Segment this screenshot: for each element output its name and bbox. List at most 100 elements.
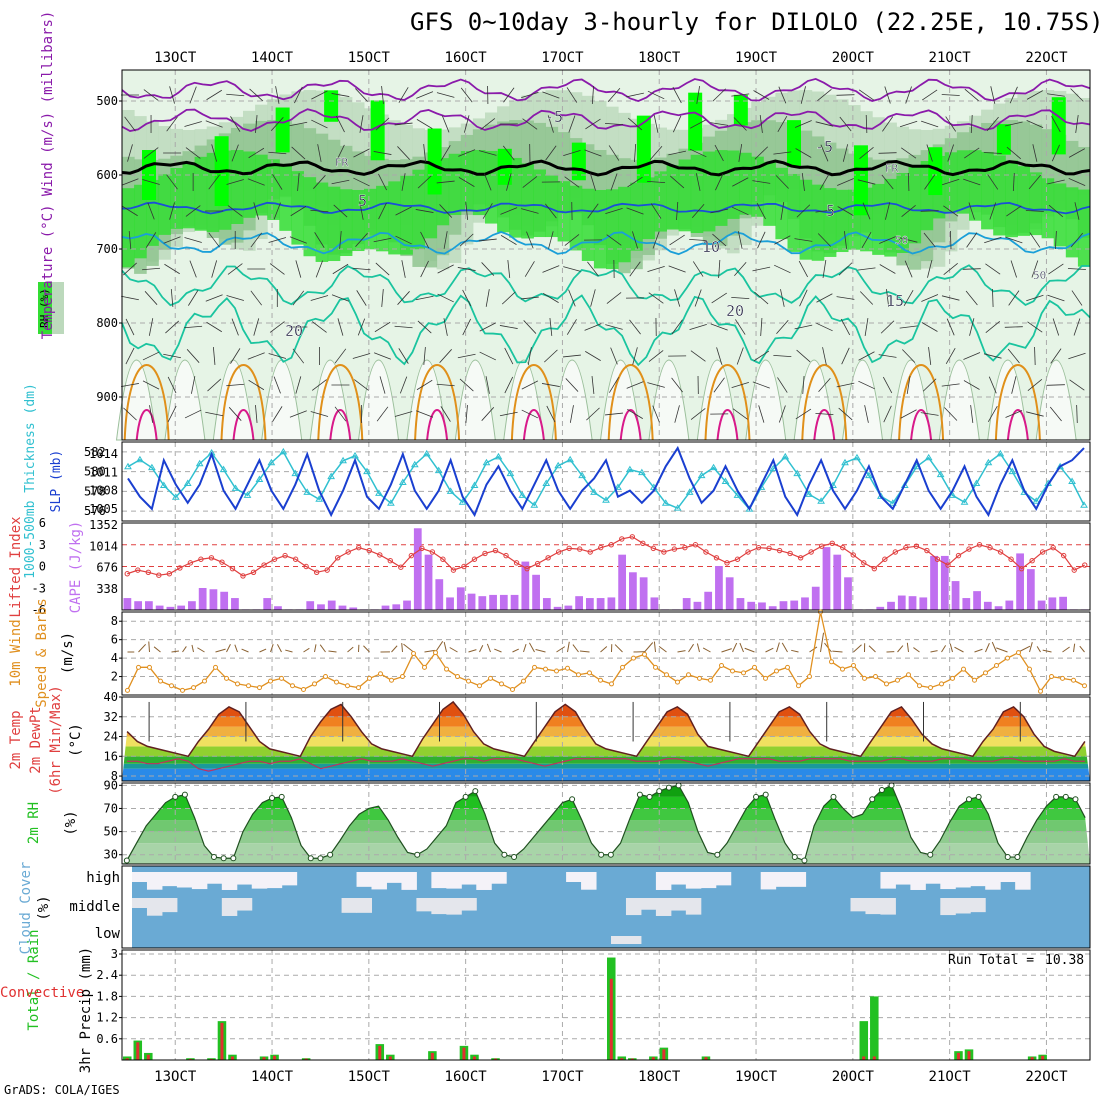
wind-barb: [125, 347, 135, 365]
temp-line: [126, 700, 1086, 758]
cape-bar: [596, 598, 605, 610]
wind-speed-marker: [928, 685, 933, 691]
temperature-contour-warm: [317, 364, 364, 441]
lifted-index-marker: [219, 559, 225, 565]
wind-barb: [227, 263, 243, 275]
wind-barb: [1048, 204, 1064, 218]
wind-barb: [732, 177, 749, 187]
contour-label: FR: [885, 162, 899, 175]
wind-barb-10m: [600, 646, 608, 653]
wind-barb: [1046, 93, 1065, 97]
wind-barb: [759, 115, 763, 133]
cape-bar: [467, 593, 476, 610]
wind-barb: [647, 180, 666, 184]
wind-barb-10m: [744, 647, 755, 653]
precip-conv-bar: [273, 1055, 277, 1060]
wind-barb: [842, 144, 849, 162]
wind-barb: [924, 174, 936, 190]
cloud-cell: [715, 872, 732, 886]
wind-barb: [983, 152, 1002, 154]
wind-barb: [674, 405, 680, 423]
wind-barb: [775, 175, 789, 189]
temperature-contour-hot: [522, 409, 545, 441]
wind-barb-10m: [285, 649, 293, 653]
wind-barb: [731, 206, 749, 216]
wind-barb: [794, 120, 812, 128]
rh-band-cell: [533, 169, 546, 238]
wind-barb: [375, 262, 390, 276]
wind-barb: [883, 405, 892, 423]
wind-speed-marker: [961, 666, 966, 672]
thickness-marker: [793, 469, 802, 477]
cape-bar: [231, 598, 239, 610]
wind-barb: [1051, 144, 1060, 162]
cloud-cell: [446, 872, 462, 889]
wind-barb: [1027, 321, 1043, 333]
wind-barb: [963, 178, 981, 186]
wind-barb: [481, 407, 495, 421]
lifted-index-marker: [135, 567, 141, 573]
wind-barb: [1029, 232, 1041, 248]
thickness-marker: [626, 465, 634, 473]
wind-barb: [1067, 268, 1086, 270]
wind-barb: [878, 152, 897, 154]
wind-barb: [985, 321, 1001, 333]
rh-band-cell: [303, 177, 317, 257]
cape-bar: [263, 598, 272, 610]
wind-barb-10m: [363, 645, 370, 653]
cape-bar: [1048, 597, 1057, 610]
cape-li-panel: -6 -3 0 3 6 1352 1014 676 338 Lifted Index CAPE (J…: [8, 516, 1091, 618]
rh2m-marker: [230, 855, 237, 862]
wind-barb-10m: [535, 649, 546, 653]
wind-barb: [295, 376, 302, 394]
wind-barb: [568, 115, 576, 133]
rh2m-marker: [472, 788, 479, 795]
cape-bar: [908, 596, 917, 610]
rh-band-cell: [509, 157, 522, 238]
wind-barb: [443, 318, 448, 336]
wind-barb: [170, 288, 174, 308]
wind-barb: [184, 121, 202, 127]
wind-barb: [147, 202, 155, 220]
wind-barb-10m: [653, 641, 656, 653]
wind-speed-marker: [191, 685, 196, 691]
wind-barb: [668, 265, 686, 273]
rh2m-marker: [966, 796, 972, 803]
precip-conv-bar: [125, 1058, 129, 1060]
contour-label: 50: [895, 234, 908, 247]
thickness-marker: [219, 465, 228, 473]
credit-footer: GrADS: COLA/IGES: [4, 1083, 120, 1097]
cloud-cell: [955, 898, 971, 914]
cloud-row-label: middle: [69, 899, 120, 915]
wind-barb: [569, 405, 574, 423]
wind-barb: [903, 290, 914, 306]
wind-barb: [437, 293, 454, 303]
cloud-cell: [461, 872, 477, 885]
wind-barb: [926, 144, 933, 162]
wind-barb: [457, 353, 476, 359]
wind-barb: [439, 204, 453, 218]
wind-barb: [649, 145, 663, 161]
cape-tick-label: 1014: [89, 539, 118, 553]
wind-barb: [481, 262, 495, 276]
wind-barb: [632, 347, 638, 365]
thickness-marker: [709, 463, 718, 471]
wind-barb-10m: [1079, 645, 1085, 653]
wind-barb: [376, 406, 389, 422]
lifted-index-marker: [766, 545, 772, 552]
wind-barb: [564, 176, 580, 188]
wind-barb: [123, 262, 137, 276]
precip-conv-bar: [872, 1056, 876, 1060]
wind-barb: [799, 289, 808, 307]
wind-barb: [478, 238, 497, 242]
wind-speed-marker: [510, 686, 515, 692]
rh-legend-label: RH (%): [38, 288, 51, 328]
cloud-cell: [670, 872, 687, 885]
wind-barb: [816, 293, 833, 303]
rh2m-marker: [646, 793, 653, 800]
wind-speed-marker: [653, 664, 658, 670]
cape-bar: [844, 577, 852, 610]
cloud-cell: [146, 872, 163, 890]
wind-barb-10m: [391, 645, 398, 653]
wind-barb: [212, 346, 216, 366]
